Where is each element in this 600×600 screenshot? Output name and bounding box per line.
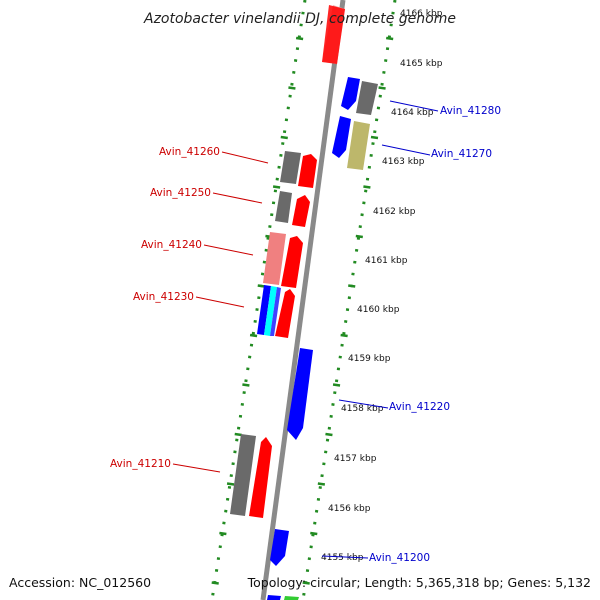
scale-label: 4159 kbp [348, 354, 391, 364]
ruler-tick [280, 135, 288, 140]
ruler-tick [385, 36, 394, 41]
ruler-tick [226, 482, 235, 486]
gene-feature[interactable] [257, 285, 271, 335]
ruler-tick [317, 482, 326, 486]
ruler-tick [234, 432, 242, 437]
gene-labels-left: Avin_41260 Avin_41250 Avin_41240 Avin_41… [110, 146, 220, 470]
gene-label[interactable]: Avin_41240 [141, 239, 202, 251]
ruler-tick [242, 383, 250, 387]
outer-left-ruler [210, 0, 307, 600]
gene-feature[interactable] [275, 191, 292, 223]
clipped-scale-label: 4166 kbp [400, 9, 443, 19]
label-leaders [172, 100, 439, 559]
ruler-tick [302, 581, 310, 585]
gene-feature[interactable] [280, 151, 301, 184]
gene-feature[interactable] [230, 434, 256, 516]
ruler-tick [363, 185, 371, 189]
scale-label: 4157 kbp [334, 454, 377, 464]
scale-label: 4158 kbp [341, 404, 384, 414]
leader-line [195, 296, 245, 308]
scale-label: 4164 kbp [391, 108, 434, 118]
leader-line [338, 399, 389, 409]
ruler-tick [332, 383, 341, 387]
scale-label: 4155 kbp [321, 553, 364, 563]
gene-feature[interactable] [249, 437, 272, 518]
gene-feature[interactable] [347, 121, 370, 170]
leader-line [381, 144, 431, 156]
genes-inner [230, 151, 317, 600]
leader-line [203, 244, 254, 256]
ruler-tick [348, 284, 356, 288]
gene-label[interactable]: Avin_41250 [150, 187, 211, 199]
scale-label: 4165 kbp [400, 59, 443, 69]
gene-label[interactable]: Avin_41220 [389, 401, 450, 413]
outer-right-ruler [301, 0, 397, 600]
gene-feature[interactable] [264, 286, 277, 336]
gene-feature[interactable] [292, 195, 310, 227]
ruler-tick [370, 135, 379, 140]
leader-line [321, 555, 369, 559]
scale-labels: 4165 kbp 4164 kbp 4163 kbp 4162 kbp 4161… [321, 59, 443, 563]
ruler-tick [249, 333, 258, 338]
gene-label[interactable]: Avin_41270 [431, 148, 492, 160]
ruler-tick [310, 531, 318, 536]
genes-outer [322, 5, 378, 170]
gene-feature[interactable] [263, 232, 286, 285]
gene-label[interactable]: Avin_41280 [440, 105, 501, 117]
ruler-ticks [211, 36, 394, 585]
ruler-tick [295, 36, 304, 41]
gene-feature[interactable] [281, 236, 303, 288]
scale-label: 4163 kbp [382, 157, 425, 167]
leader-line [212, 192, 263, 204]
ruler-tick [257, 284, 265, 288]
gene-feature[interactable] [275, 289, 295, 338]
ruler-tick [325, 432, 333, 437]
gene-feature[interactable] [341, 77, 360, 110]
ruler-tick [340, 333, 348, 338]
gene-feature[interactable] [322, 5, 345, 64]
gene-feature[interactable] [356, 81, 378, 115]
gene-feature[interactable] [284, 596, 299, 600]
genome-summary-text: Topology: circular; Length: 5,365,318 bp… [247, 575, 591, 590]
gene-feature[interactable] [267, 595, 281, 600]
accession-text: Accession: NC_012560 [9, 575, 151, 590]
ruler-tick [378, 86, 386, 90]
gene-label[interactable]: Avin_41260 [159, 146, 220, 158]
ruler-tick [272, 185, 281, 189]
ruler-tick [288, 86, 296, 90]
ruler-tick [219, 531, 227, 536]
scale-label: 4156 kbp [328, 504, 371, 514]
gene-label[interactable]: Avin_41200 [369, 552, 430, 564]
gene-label[interactable]: Avin_41210 [110, 458, 171, 470]
gene-feature[interactable] [270, 529, 289, 566]
gene-feature[interactable] [298, 154, 317, 188]
scale-label: 4161 kbp [365, 256, 408, 266]
scale-label: 4162 kbp [373, 207, 416, 217]
ruler-tick [211, 581, 219, 585]
leader-line [221, 151, 269, 164]
leader-line [389, 100, 439, 112]
leader-line [172, 463, 221, 473]
gene-feature[interactable] [270, 287, 281, 336]
gene-feature[interactable] [332, 116, 351, 158]
gene-feature[interactable] [287, 348, 313, 440]
gene-label[interactable]: Avin_41230 [133, 291, 194, 303]
map-title: Azotobacter vinelandii DJ, complete geno… [143, 11, 456, 27]
gene-labels-right: Avin_41280 Avin_41270 Avin_41220 Avin_41… [369, 105, 501, 564]
genome-backbone [260, 0, 346, 600]
ruler-tick [355, 234, 363, 239]
scale-label: 4160 kbp [357, 305, 400, 315]
